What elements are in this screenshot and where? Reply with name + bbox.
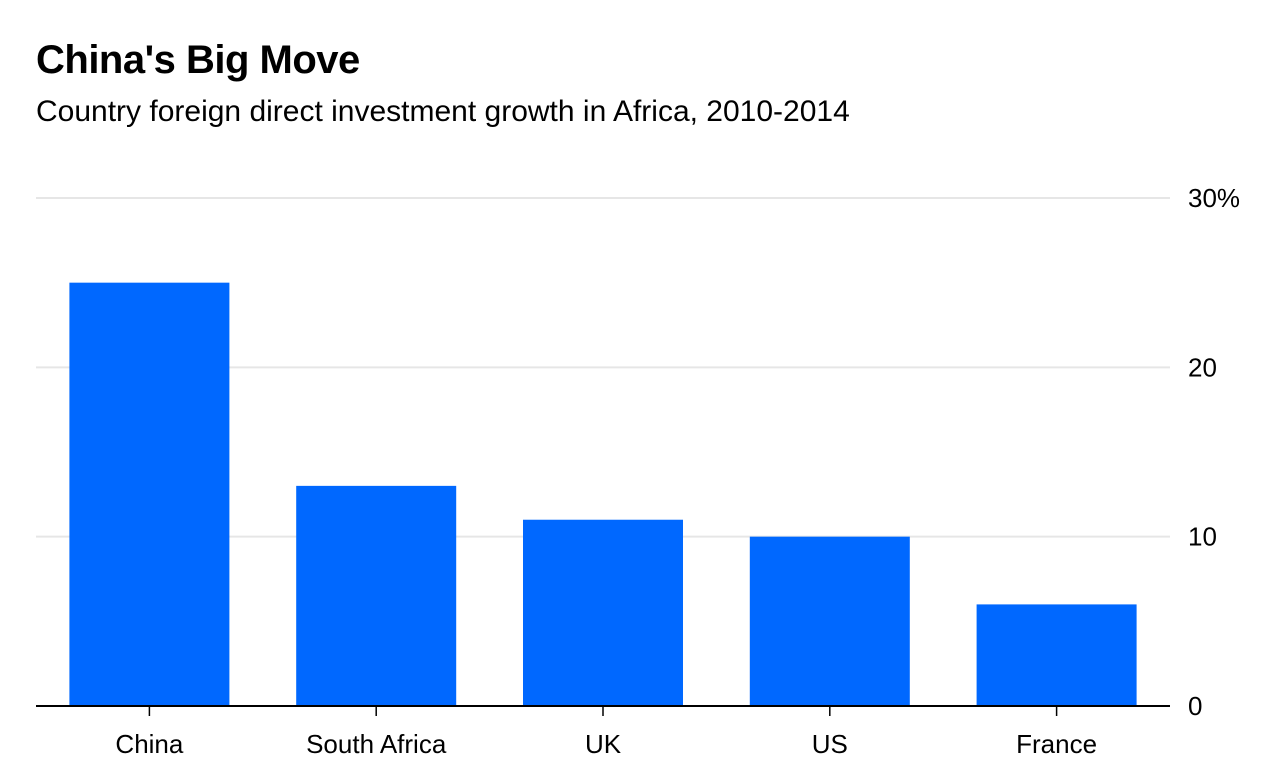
x-tick-label: France (1016, 729, 1097, 759)
chart-title: China's Big Move (36, 38, 360, 82)
y-tick-label: 20 (1188, 352, 1217, 382)
y-tick-label: 0 (1188, 691, 1202, 721)
bar (976, 604, 1137, 706)
y-tick-label: 10 (1188, 522, 1217, 552)
bar (523, 519, 683, 706)
x-tick-labels: China South Africa UK US France (115, 729, 1097, 759)
x-tick-label: UK (585, 729, 622, 759)
bar (296, 485, 457, 706)
y-tick-labels: 0 10 20 30% (1188, 183, 1240, 721)
x-tick-label: South Africa (306, 729, 447, 759)
x-tick-label: China (115, 729, 183, 759)
x-axis (36, 705, 1170, 716)
bars (69, 282, 1137, 706)
bar (69, 282, 230, 706)
chart-subtitle: Country foreign direct investment growth… (36, 95, 850, 128)
bar (749, 536, 910, 706)
y-tick-label: 30% (1188, 183, 1240, 213)
x-tick-label: US (812, 729, 848, 759)
